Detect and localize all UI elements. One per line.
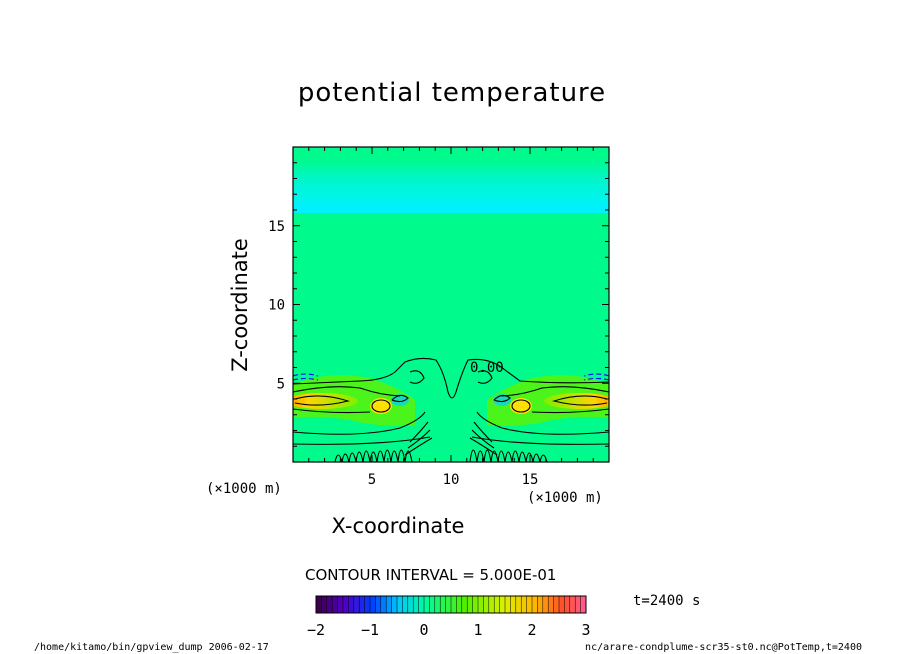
- colorbar-cells: [315, 596, 587, 613]
- colorbar-cell: [553, 596, 560, 613]
- colorbar-cell: [332, 596, 338, 613]
- colorbar-cell: [321, 596, 328, 613]
- colorbar-cell: [370, 596, 376, 613]
- colorbar-cell: [316, 596, 322, 613]
- colorbar-cell: [564, 596, 571, 613]
- colorbar-tick-label: 3: [581, 621, 590, 639]
- colorbar-cell: [434, 596, 441, 613]
- colorbar-cell: [467, 596, 473, 613]
- colorbar-tick-label: 0: [419, 621, 428, 639]
- colorbar-cell: [559, 596, 565, 613]
- colorbar-tick-label: −1: [361, 621, 379, 639]
- colorbar-tick-label: −2: [307, 621, 325, 639]
- colorbar-cell: [580, 596, 587, 613]
- colorbar-cell: [456, 596, 463, 613]
- footer-left: /home/kitamo/bin/gpview_dump 2006-02-17: [34, 642, 269, 653]
- colorbar-cell: [575, 596, 581, 613]
- colorbar-cell: [407, 596, 414, 613]
- colorbar-cell: [526, 596, 533, 613]
- negative-contours: [293, 373, 609, 381]
- colorbar-cell: [440, 596, 446, 613]
- axis-ticks: [293, 147, 609, 462]
- time-label: t=2400 s: [633, 593, 701, 609]
- y-axis-label: Z-coordinate: [228, 238, 252, 372]
- colorbar: −2 −1 0 1 2 3: [307, 595, 591, 639]
- colorbar-cell: [397, 596, 403, 613]
- colorbar-cell: [515, 596, 522, 613]
- colorbar-cell: [499, 596, 506, 613]
- x-scale-note: (×1000 m): [527, 490, 603, 506]
- colorbar-cell: [461, 596, 468, 613]
- colorbar-cell: [542, 596, 549, 613]
- footer-right: nc/arare-condplume-scr35-st0.nc@PotTemp,…: [585, 642, 862, 653]
- colorbar-cell: [380, 596, 387, 613]
- contour-interval-note: CONTOUR INTERVAL = 5.000E-01: [305, 566, 557, 584]
- colorbar-cell: [488, 596, 495, 613]
- colorbar-cell: [472, 596, 479, 613]
- colorbar-cell: [451, 596, 457, 613]
- colorbar-cell: [510, 596, 517, 613]
- y-tick-label: 10: [268, 298, 285, 314]
- contour-label: 0.00: [470, 360, 504, 376]
- colorbar-cell: [348, 596, 355, 613]
- colorbar-cell: [505, 596, 511, 613]
- colorbar-cell: [478, 596, 484, 613]
- colorbar-cell: [375, 596, 382, 613]
- upper-cool-band: [293, 160, 609, 213]
- colorbar-cell: [337, 596, 344, 613]
- colorbar-cell: [402, 596, 409, 613]
- colorbar-tick-label: 1: [473, 621, 482, 639]
- colorbar-tick-labels: −2 −1 0 1 2 3: [307, 621, 591, 639]
- colorbar-cell: [343, 596, 349, 613]
- colorbar-cell: [548, 596, 554, 613]
- colorbar-cell: [494, 596, 500, 613]
- y-tick-label: 5: [277, 376, 285, 392]
- x-tick-label: 5: [368, 472, 376, 488]
- colorbar-cell: [429, 596, 436, 613]
- colorbar-cell: [569, 596, 576, 613]
- x-tick-label: 10: [443, 472, 460, 488]
- colorbar-cell: [326, 596, 333, 613]
- chart-title: potential temperature: [297, 78, 607, 108]
- colorbar-cell: [359, 596, 365, 613]
- colorbar-cell: [445, 596, 452, 613]
- colorbar-cell: [353, 596, 360, 613]
- colorbar-cell: [418, 596, 425, 613]
- field-layer: [293, 147, 609, 462]
- x-axis-label: X-coordinate: [331, 514, 465, 538]
- colorbar-cell: [391, 596, 398, 613]
- contour-lines: [293, 357, 609, 462]
- colorbar-cell: [386, 596, 392, 613]
- colorbar-cell: [413, 596, 419, 613]
- colorbar-cell: [532, 596, 538, 613]
- colorbar-frame: [315, 595, 587, 614]
- y-tick-label: 15: [268, 219, 285, 235]
- axis-tick-labels: 5 10 15 5 10 15: [268, 219, 538, 488]
- colorbar-cell: [364, 596, 371, 613]
- colorbar-cell: [424, 596, 430, 613]
- x-tick-label: 15: [522, 472, 539, 488]
- colorbar-cell: [483, 596, 490, 613]
- colorbar-cell: [537, 596, 544, 613]
- colorbar-cell: [521, 596, 527, 613]
- y-scale-note: (×1000 m): [206, 481, 282, 497]
- colorbar-tick-label: 2: [527, 621, 536, 639]
